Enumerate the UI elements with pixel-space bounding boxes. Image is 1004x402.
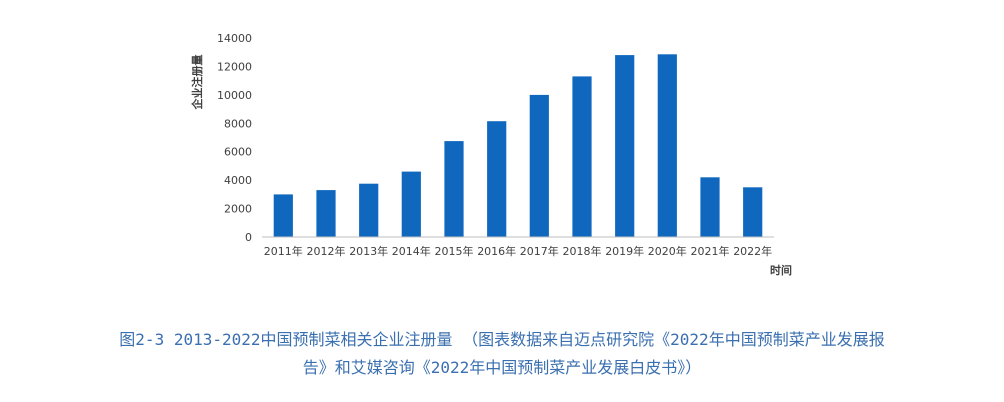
x-tick-label-1: 2012年	[307, 244, 346, 258]
x-tick-label-4: 2015年	[435, 244, 474, 258]
x-tick-label-0: 2011年	[264, 244, 303, 258]
bar-chart: 企业注册量 时间 0 2000 4000 6000 8000 10000 12000 1400…	[190, 32, 792, 277]
y-tick-label-6: 12000	[217, 60, 252, 73]
y-tick-labels: 0 2000 4000 6000 8000 10000 12000 14000	[217, 32, 252, 244]
bar-2	[359, 183, 379, 237]
bar-7	[572, 76, 592, 238]
x-tick-label-11: 2022年	[733, 244, 772, 258]
bar-8	[615, 55, 635, 237]
bar-5	[487, 121, 507, 237]
x-tick-label-2: 2013年	[349, 244, 388, 258]
bar-4	[444, 141, 464, 237]
y-tick-label-3: 6000	[224, 146, 252, 159]
bar-9	[657, 54, 677, 237]
x-tick-label-5: 2016年	[477, 244, 516, 258]
bar-3	[401, 171, 421, 237]
y-tick-label-7: 14000	[217, 32, 252, 45]
y-tick-label-5: 10000	[217, 89, 252, 102]
x-tick-label-3: 2014年	[392, 244, 431, 258]
x-tick-label-7: 2018年	[563, 244, 602, 258]
y-axis-title: 企业注册量	[190, 55, 204, 111]
y-tick-label-0: 0	[245, 231, 252, 244]
caption-line-1: 图2-3 2013-2022中国预制菜相关企业注册量 （图表数据来自迈点研究院《…	[119, 330, 885, 349]
x-tick-labels: 2011年 2012年 2013年 2014年 2015年 2016年 2017年 2018年…	[264, 244, 772, 258]
bar-0	[273, 194, 293, 237]
bar-6	[529, 94, 549, 238]
x-tick-label-6: 2017年	[520, 244, 559, 258]
y-tick-label-2: 4000	[224, 174, 252, 187]
y-tick-label-4: 8000	[224, 117, 252, 130]
bar-1	[316, 190, 336, 237]
bar-10	[700, 177, 720, 237]
x-tick-label-9: 2020年	[648, 244, 687, 258]
chart-area: 企业注册量 时间 0 2000 4000 6000 8000 10000 12000 1400…	[190, 32, 792, 277]
x-axis-title: 时间	[770, 263, 792, 277]
x-tick-label-8: 2019年	[605, 244, 644, 258]
x-tick-label-10: 2021年	[691, 244, 730, 258]
bars-group	[273, 54, 763, 238]
caption-line-2: 告》和艾媒咨询《2022年中国预制菜产业发展白皮书》）	[302, 358, 702, 377]
figure-caption: 图2-3 2013-2022中国预制菜相关企业注册量 （图表数据来自迈点研究院《…	[10, 326, 994, 382]
bar-11	[743, 187, 763, 238]
y-tick-label-1: 2000	[224, 203, 252, 216]
